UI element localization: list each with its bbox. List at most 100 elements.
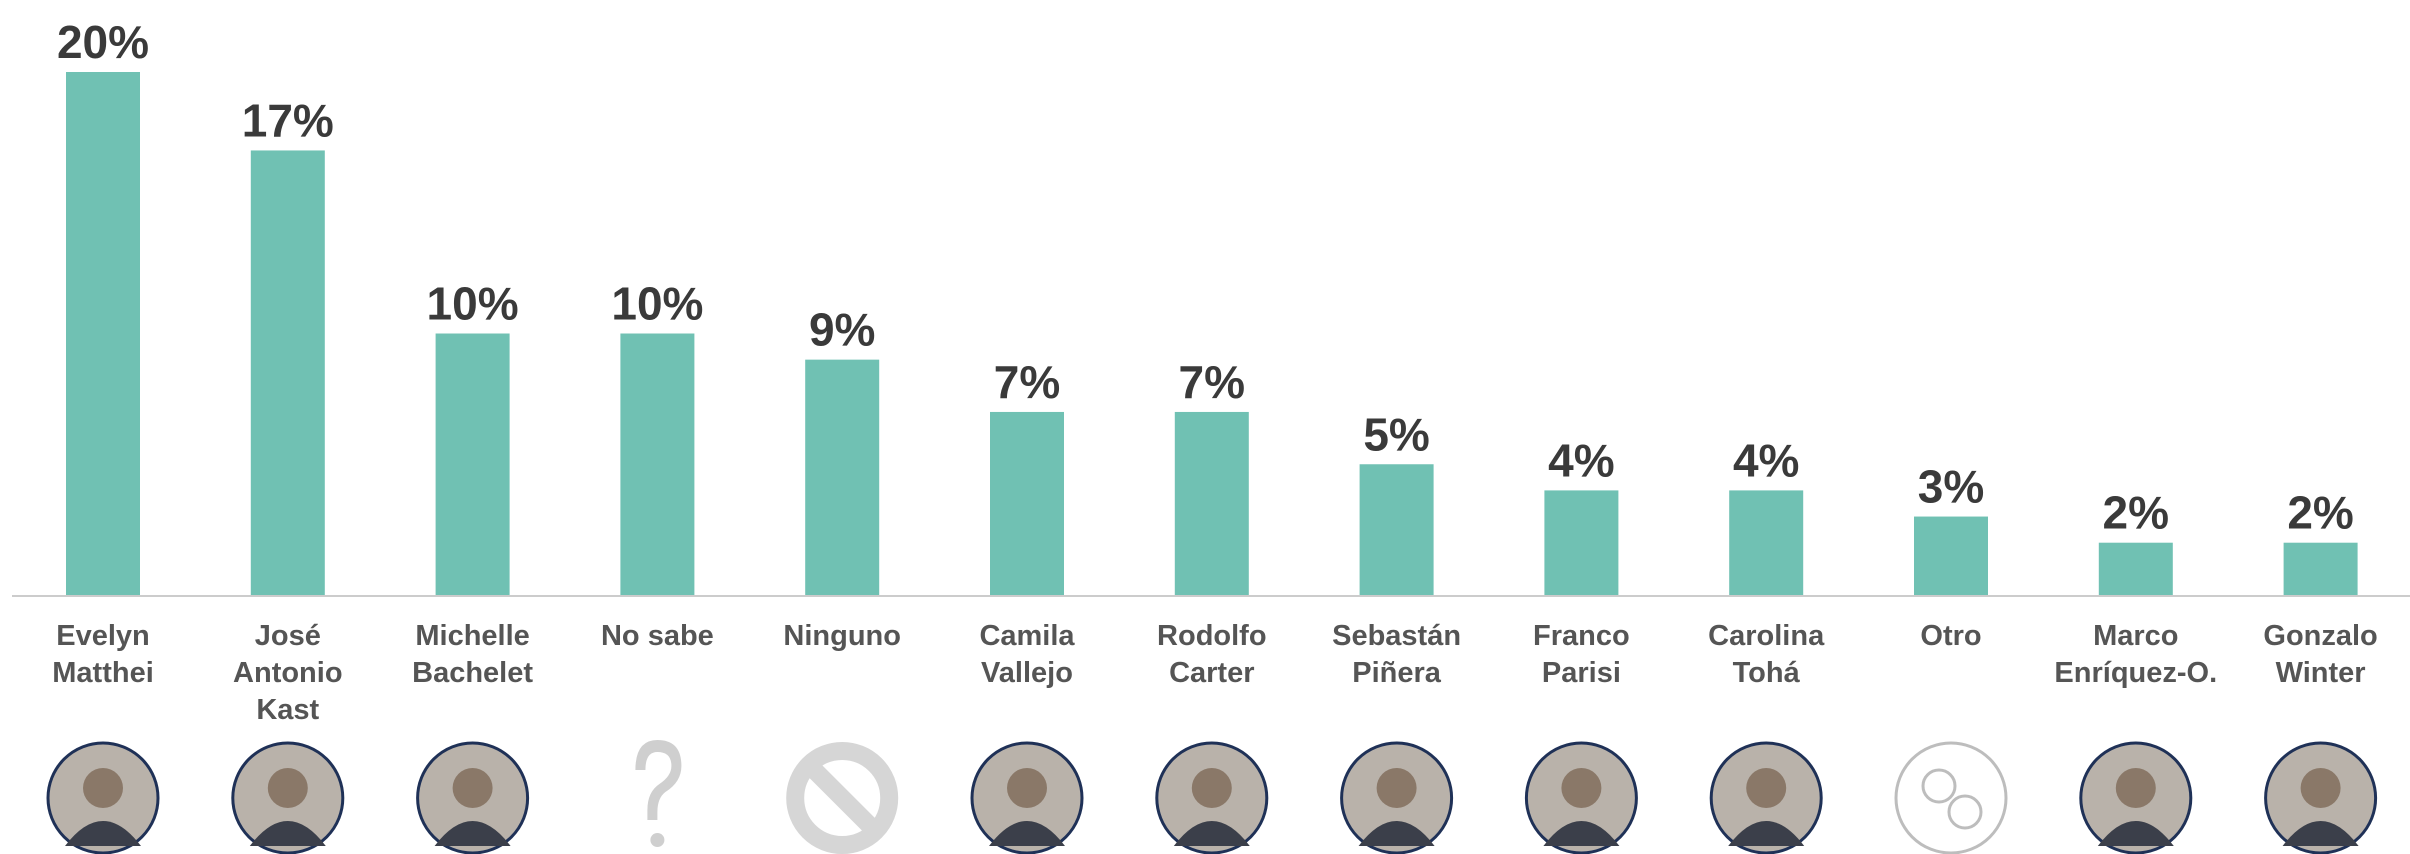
category-line: Michelle: [415, 620, 529, 652]
avatar: [231, 741, 345, 854]
avatar: [970, 741, 1084, 854]
photo-body: [2097, 821, 2174, 846]
category-line: Bachelet: [412, 657, 533, 689]
category-line: Camila: [979, 620, 1075, 652]
value-label: 10%: [427, 278, 519, 330]
photo-body: [1543, 821, 1620, 846]
category-line: Antonio: [233, 657, 343, 689]
question-icon: [635, 740, 682, 820]
avatar: [1524, 741, 1638, 854]
category-line: Otro: [1920, 620, 1981, 652]
bar: [1174, 411, 1249, 595]
avatar: [416, 741, 530, 854]
other-person: [1921, 768, 1957, 804]
value-label: 2%: [2287, 487, 2353, 539]
photo-head: [267, 768, 308, 808]
value-label: 20%: [57, 16, 149, 68]
bar: [250, 150, 325, 595]
category-line: Franco: [1533, 620, 1630, 652]
category-label: Ninguno: [783, 620, 901, 652]
value-label: 4%: [1733, 434, 1799, 486]
category-label: Rodolfo Carter: [1157, 620, 1267, 689]
category-label: Franco Parisi: [1533, 620, 1630, 689]
category-line: Kast: [256, 694, 319, 726]
category-label: Carolina Tohá: [1708, 620, 1825, 689]
category-label: Sebastán Piñera: [1332, 620, 1461, 689]
photo-body: [434, 821, 511, 846]
bar: [2098, 542, 2173, 595]
other-person: [1947, 794, 1983, 830]
category-line: Rodolfo: [1157, 620, 1267, 652]
photo-body: [1173, 821, 1250, 846]
bar: [805, 359, 880, 595]
value-label: 7%: [994, 356, 1060, 408]
question-dot: [650, 833, 665, 847]
category-label: No sabe: [601, 620, 714, 652]
photo-head: [1191, 768, 1232, 808]
bar: [1359, 464, 1434, 595]
category-line: Vallejo: [981, 657, 1073, 689]
value-label: 10%: [611, 278, 703, 330]
avatar: [1155, 741, 1269, 854]
category-line: Matthei: [52, 657, 154, 689]
category-label: Gonzalo Winter: [2263, 620, 2377, 689]
photo-head: [2300, 768, 2341, 808]
photo-head: [1007, 768, 1047, 808]
photo-head: [1746, 768, 1787, 808]
bar: [2283, 542, 2358, 595]
photo-body: [249, 821, 326, 846]
category-label: Otro: [1920, 620, 1981, 652]
avatar: [1709, 741, 1823, 854]
photo-body: [2282, 821, 2359, 846]
value-label: 3%: [1918, 461, 1984, 513]
bar: [990, 411, 1064, 595]
category-line: Carolina: [1708, 620, 1825, 652]
photo-body: [1358, 821, 1435, 846]
bar: [1729, 490, 1804, 595]
value-label: 9%: [809, 304, 875, 356]
category-line: Ninguno: [783, 620, 901, 652]
photo-body: [989, 821, 1065, 846]
category-line: José: [255, 620, 321, 652]
avatar: [786, 742, 899, 854]
bar: [620, 333, 695, 595]
category-label: Michelle Bachelet: [412, 620, 533, 689]
photo-body: [65, 821, 141, 846]
bar: [66, 72, 140, 595]
category-line: Sebastán: [1332, 620, 1461, 652]
avatar: [2264, 741, 2378, 854]
avatar: [2079, 741, 2193, 854]
category-label: Evelyn Matthei: [52, 620, 154, 689]
category-label: Marco Enríquez-O.: [2054, 620, 2217, 689]
category-line: Parisi: [1542, 657, 1621, 689]
category-line: Gonzalo: [2263, 620, 2377, 652]
category-label: Camila Vallejo: [979, 620, 1075, 689]
bar: [435, 333, 510, 595]
photo-head: [83, 768, 123, 808]
value-label: 5%: [1363, 408, 1429, 460]
category-label: José Antonio Kast: [233, 620, 343, 726]
photo-head: [1561, 768, 1602, 808]
category-line: Tohá: [1733, 657, 1801, 689]
category-line: Enríquez-O.: [2054, 657, 2217, 689]
value-label: 4%: [1548, 434, 1614, 486]
none-slash: [802, 758, 882, 838]
bar: [1914, 516, 1988, 595]
avatar: [635, 740, 682, 847]
category-line: Evelyn: [56, 620, 150, 652]
bar: [1544, 490, 1619, 595]
avatar: [1894, 741, 2008, 854]
value-label: 2%: [2103, 487, 2169, 539]
category-line: Marco: [2093, 620, 2178, 652]
value-label: 7%: [1179, 356, 1245, 408]
value-label: 17%: [242, 94, 334, 146]
avatar: [46, 741, 160, 854]
photo-head: [2115, 768, 2156, 808]
category-line: Piñera: [1352, 657, 1442, 689]
none-icon: [786, 742, 899, 854]
photo-head: [1376, 768, 1417, 808]
category-line: Winter: [2276, 657, 2366, 689]
category-line: No sabe: [601, 620, 714, 652]
photo-body: [1728, 821, 1805, 846]
